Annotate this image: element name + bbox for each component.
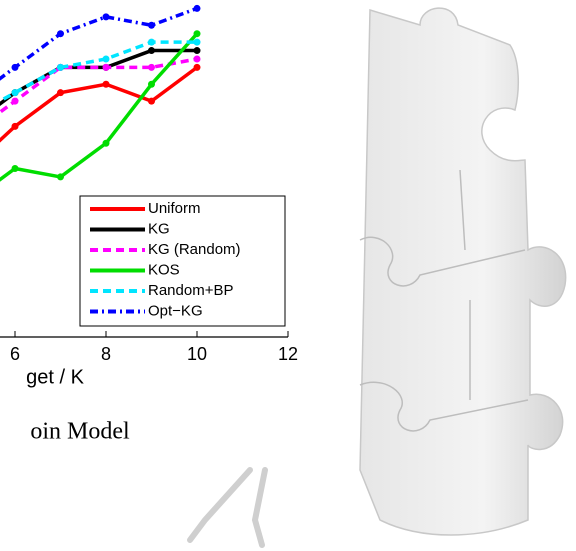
data-point [148,22,155,29]
data-point [148,98,155,105]
legend-label: Opt−KG [148,302,203,319]
legend-label: KG (Random) [148,241,241,258]
data-point [194,55,201,62]
data-point [194,5,201,12]
data-point [148,39,155,46]
data-point [194,47,201,54]
data-point [12,98,19,105]
data-point [148,81,155,88]
legend-label: KOS [148,261,180,278]
chart-title: oin Model [30,419,130,445]
data-point [12,64,19,71]
figure-legs [190,470,265,545]
legend-label: KG [148,220,170,237]
chart: get / K oin Model 6 8 10 12 Uniform KG KG (Ran… [0,0,356,463]
data-point [103,55,110,62]
data-point [103,64,110,71]
x-tick-label: 6 [10,344,20,364]
legend-label: Uniform [148,200,201,217]
data-point [194,30,201,37]
data-point [194,39,201,46]
data-point [57,89,64,96]
data-point [12,89,19,96]
x-tick-label: 10 [187,344,207,364]
data-point [103,81,110,88]
page: get / K oin Model 6 8 10 12 Uniform KG KG (Ran… [0,0,576,551]
data-point [12,123,19,130]
data-point [194,64,201,71]
x-tick-label: 8 [101,344,111,364]
x-axis-label: get / K [26,366,84,388]
data-point [103,140,110,147]
puzzle-stack [360,8,566,535]
data-point [57,30,64,37]
x-tick-label: 12 [278,344,298,364]
data-point [57,173,64,180]
data-point [57,64,64,71]
legend-label: Random+BP [148,282,233,299]
data-point [103,13,110,20]
data-point [12,165,19,172]
data-point [148,47,155,54]
data-point [148,64,155,71]
